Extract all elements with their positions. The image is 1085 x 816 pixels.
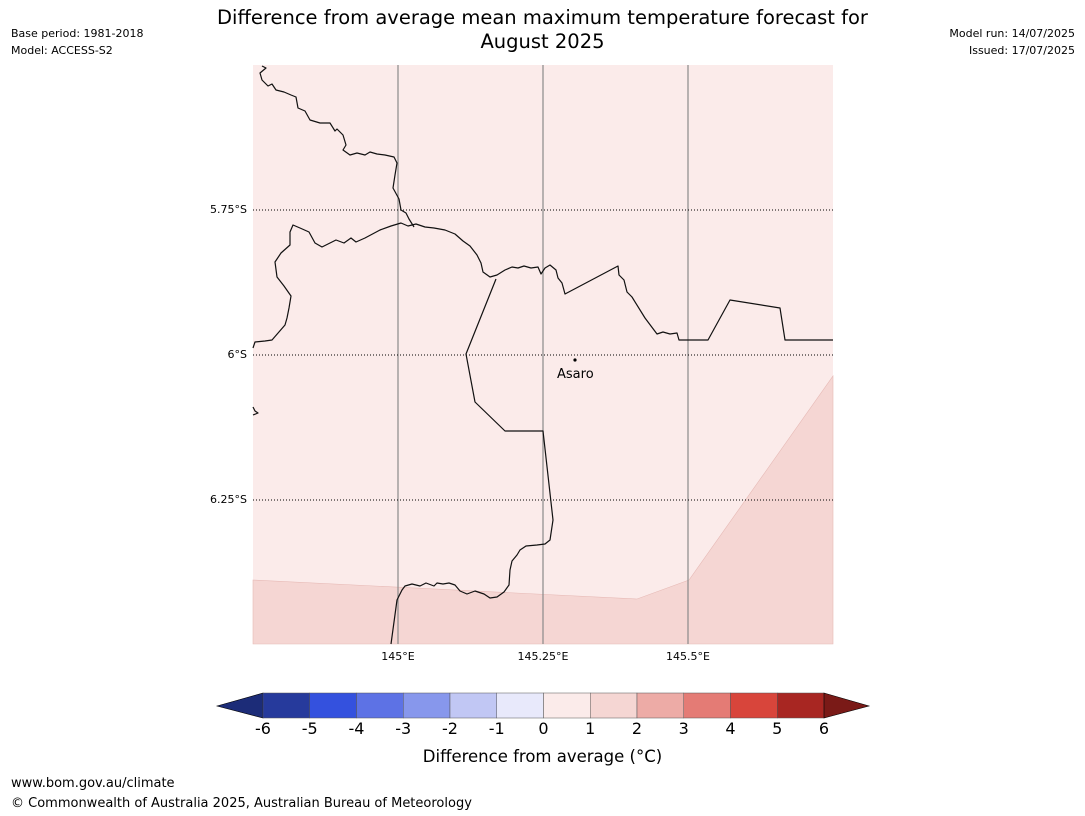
lon-label-145: 145°E — [381, 650, 415, 663]
map-title: Difference from average mean maximum tem… — [0, 6, 1085, 54]
colorbar-segment — [683, 692, 731, 719]
colorbar-segments — [262, 692, 825, 719]
lat-label-6: 6°S — [227, 348, 247, 361]
colorbar-segment — [309, 692, 357, 719]
model-text: Model: ACCESS-S2 — [11, 44, 113, 57]
zone-1-to-2 — [252, 375, 834, 645]
colorbar-tick-label: 3 — [678, 719, 689, 738]
colorbar-segment — [636, 692, 684, 719]
colorbar — [215, 692, 871, 719]
colorbar-segment — [730, 692, 778, 719]
colorbar-under-arrow — [215, 692, 264, 719]
footer-copyright: © Commonwealth of Australia 2025, Austra… — [11, 796, 472, 811]
colorbar-over-arrow — [823, 692, 871, 719]
colorbar-segment — [356, 692, 404, 719]
colorbar-tick-label: -1 — [488, 719, 505, 738]
asaro-label: Asaro — [557, 367, 594, 382]
header-meta-right: Model run: 14/07/2025 Issued: 17/07/2025 — [949, 25, 1075, 59]
lon-label-145-5: 145.5°E — [666, 650, 710, 663]
colorbar-segment — [496, 692, 544, 719]
colorbar-segment — [777, 692, 825, 719]
colorbar-tick-label: -3 — [395, 719, 412, 738]
title-line-1: Difference from average mean maximum tem… — [217, 6, 868, 29]
colorbar-tick-label: 5 — [772, 719, 783, 738]
colorbar-tick-label: -4 — [348, 719, 365, 738]
map-panel: Asaro — [252, 65, 834, 645]
colorbar-tick-label: 4 — [725, 719, 736, 738]
border-northwest — [259, 65, 415, 228]
issued-text: Issued: 17/07/2025 — [968, 44, 1075, 57]
colorbar-tick-label: 1 — [585, 719, 596, 738]
footer-url: www.bom.gov.au/climate — [11, 776, 175, 791]
border-west-notch — [252, 406, 259, 416]
base-period-text: Base period: 1981-2018 — [11, 27, 144, 40]
colorbar-tick-label: 2 — [631, 719, 643, 738]
colorbar-tick-label: -5 — [301, 719, 318, 738]
colorbar-segment — [449, 692, 497, 719]
colorbar-tick-label: -2 — [442, 719, 458, 738]
colorbar-segment — [262, 692, 310, 719]
lon-label-145-25: 145.25°E — [517, 650, 569, 663]
title-line-2: August 2025 — [480, 30, 605, 53]
colorbar-tick-label: 0 — [538, 719, 549, 738]
lat-label-6-25: 6.25°S — [210, 493, 247, 506]
colorbar-label: Difference from average (°C) — [422, 747, 663, 766]
header-meta-left: Base period: 1981-2018 Model: ACCESS-S2 — [11, 25, 143, 59]
border-eastern-highlands-west — [390, 278, 554, 645]
model-run-text: Model run: 14/07/2025 — [949, 27, 1075, 40]
border-central-north — [252, 222, 833, 349]
asaro-marker — [573, 358, 577, 362]
colorbar-tick-label: 6 — [818, 719, 830, 738]
colorbar-segment — [590, 692, 638, 719]
lat-label-5-75: 5.75°S — [210, 203, 247, 216]
colorbar-segment — [543, 692, 591, 719]
province-borders — [252, 65, 833, 645]
colorbar-tick-label: -6 — [255, 719, 271, 738]
colorbar-segment — [403, 692, 451, 719]
